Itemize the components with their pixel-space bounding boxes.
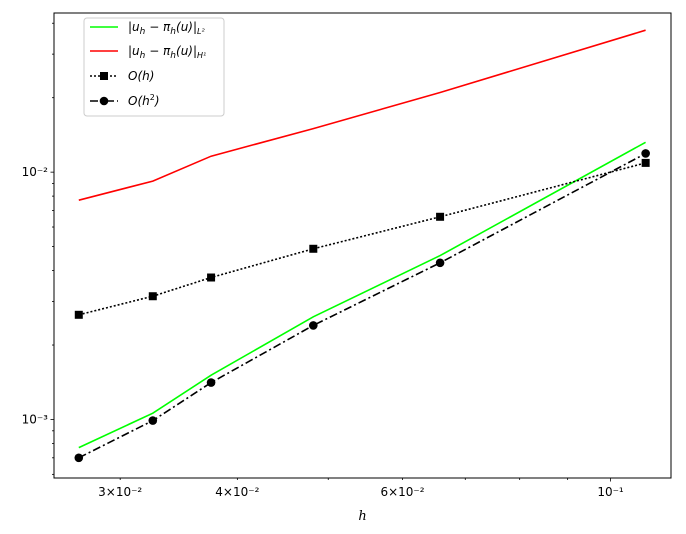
x-tick-label: 10⁻¹ — [597, 485, 624, 499]
x-tick-label: 4×10⁻² — [215, 485, 259, 499]
y-tick-label: 10⁻³ — [22, 412, 49, 426]
series-line-2 — [78, 162, 646, 316]
axes-frame — [53, 12, 672, 479]
data-point — [435, 258, 445, 268]
data-point — [309, 321, 318, 330]
series-line-1 — [78, 29, 646, 201]
x-tick-label: 3×10⁻² — [98, 485, 142, 499]
data-point — [641, 158, 650, 167]
legend-box — [83, 17, 225, 117]
data-point — [74, 310, 83, 319]
series-line-3 — [78, 152, 646, 459]
legend: |uh − πh(u)|L² |uh − πh(u)|H¹ O(h) O(h2) — [83, 17, 225, 117]
legend-marker — [100, 72, 108, 80]
series-line-0 — [78, 141, 646, 449]
data-point — [436, 212, 445, 221]
legend-label: O(h2) — [128, 93, 160, 108]
x-tick-label: 6×10⁻² — [380, 485, 424, 499]
data-point — [148, 292, 157, 301]
data-point — [206, 378, 216, 387]
y-axis-ticks: 10⁻³ 10⁻² — [22, 22, 54, 475]
legend-label: O(h) — [128, 69, 154, 83]
x-axis-ticks: 3×10⁻² 4×10⁻² 6×10⁻² 10⁻¹ — [98, 478, 624, 499]
legend-label: |uh − πh(u)|H¹ — [128, 44, 206, 61]
data-point — [207, 273, 216, 282]
data-point — [148, 416, 158, 425]
legend-label: |uh − πh(u)|L² — [128, 20, 205, 37]
legend-marker — [99, 96, 109, 106]
y-tick-label: 10⁻² — [22, 165, 49, 179]
data-point — [641, 149, 650, 158]
x-axis-label: h — [358, 509, 366, 524]
data-point — [309, 244, 318, 253]
data-point — [74, 453, 84, 463]
series-layer — [74, 29, 650, 463]
